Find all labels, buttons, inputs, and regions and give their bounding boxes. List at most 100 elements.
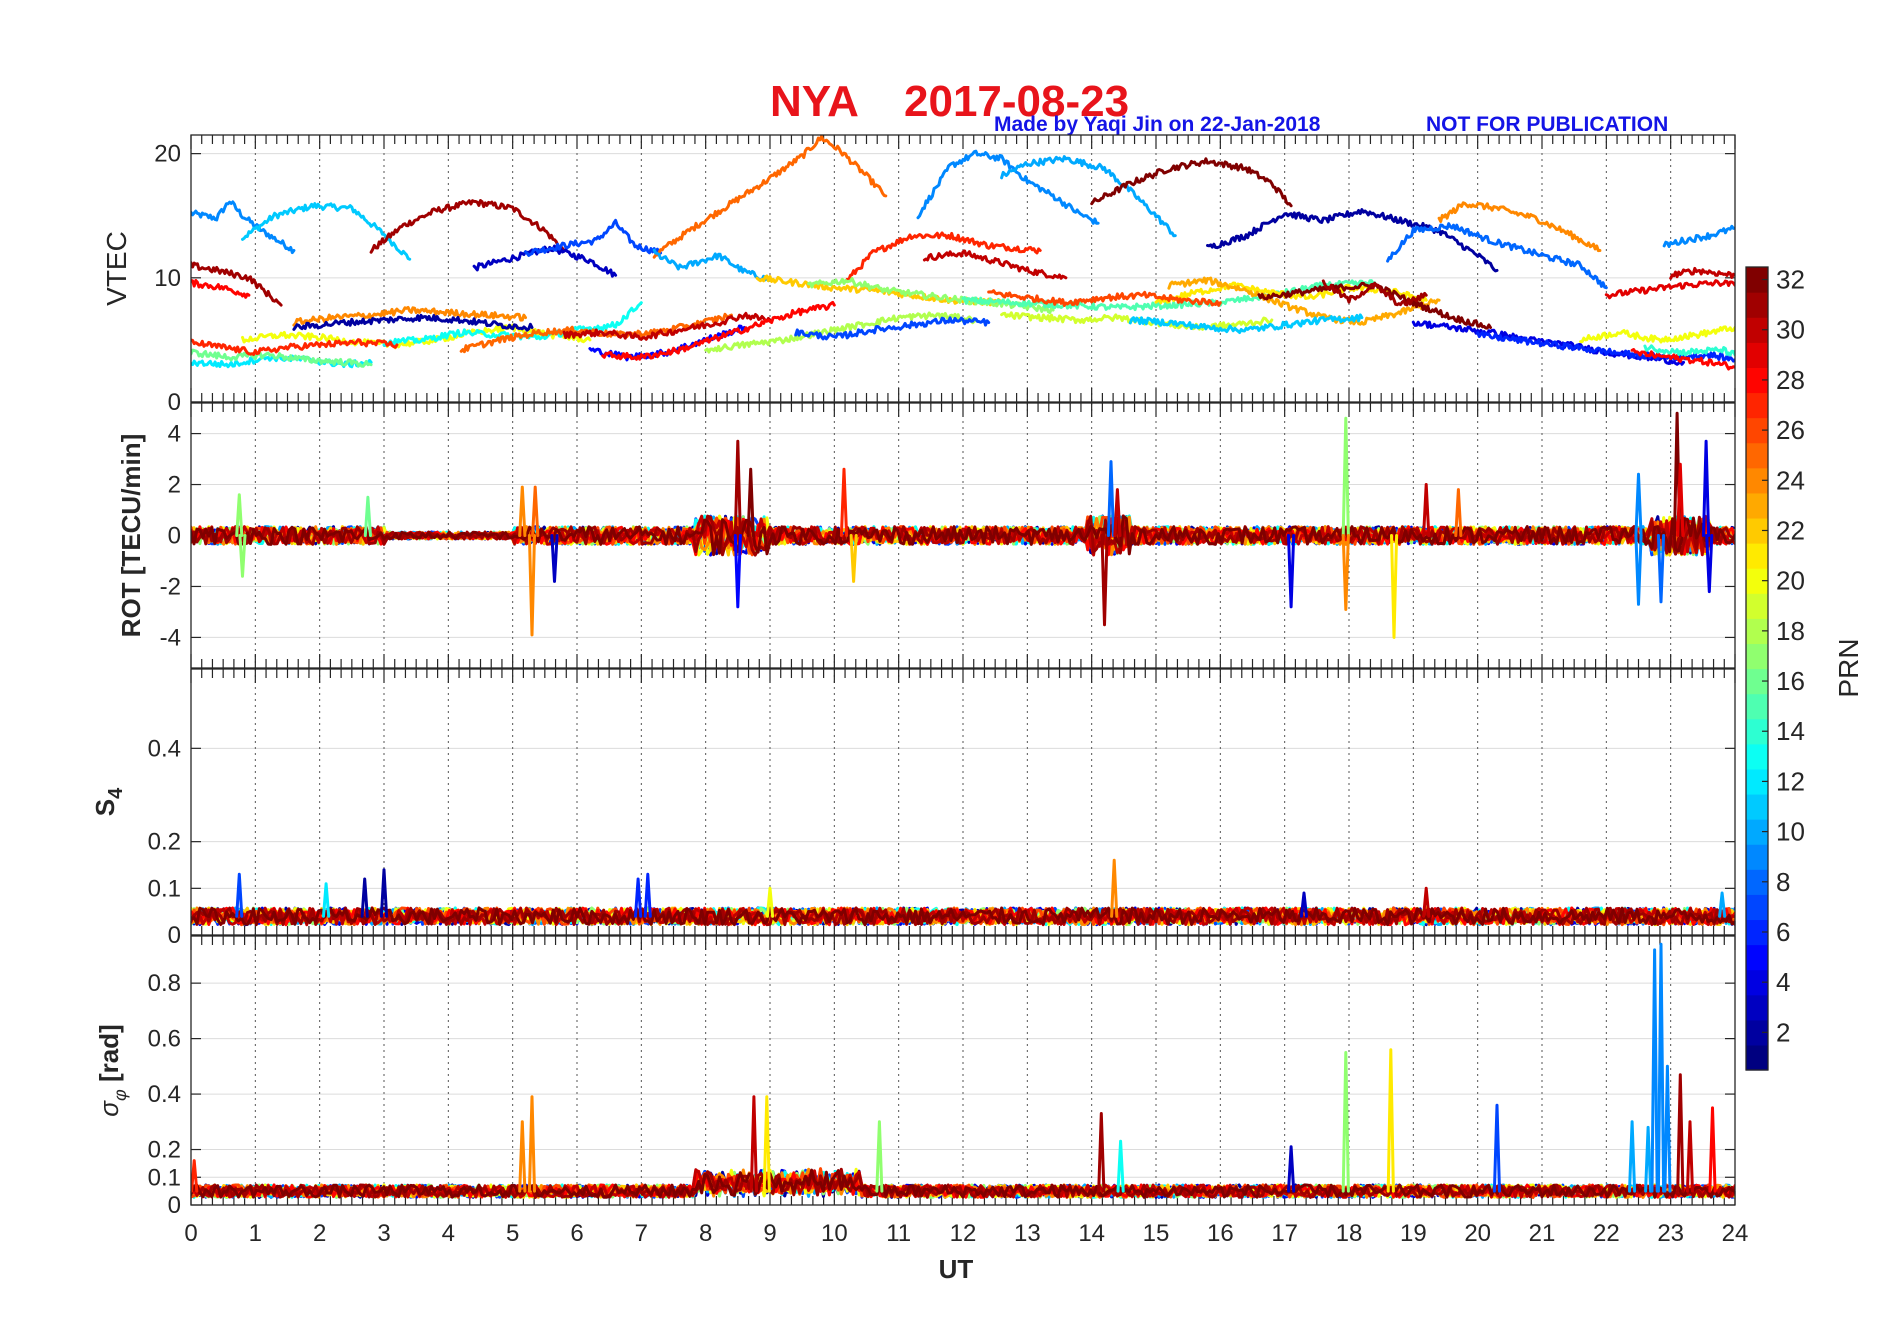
noise-trace-prn-31 — [191, 906, 1735, 927]
colorbar-tick-label: 24 — [1776, 465, 1805, 495]
vtec-trace-prn-14 — [1643, 344, 1735, 357]
spike-prn-31 — [1676, 1073, 1685, 1193]
x-tick-label: 4 — [442, 1220, 455, 1247]
x-tick-label: 19 — [1400, 1220, 1427, 1247]
x-tick-label: 20 — [1464, 1220, 1491, 1247]
y-tick-label: 0.2 — [148, 829, 181, 856]
spike-prn-30 — [749, 1095, 758, 1193]
vtec-trace-prn-9 — [191, 200, 296, 255]
spike-prn-7 — [1492, 1103, 1501, 1193]
vtec-trace-prn-27 — [845, 231, 1042, 282]
vtec-trace-prn-28 — [1630, 348, 1735, 371]
x-tick-label: 5 — [506, 1220, 519, 1247]
x-tick-label: 3 — [377, 1220, 390, 1247]
spike-prn-21 — [762, 1095, 771, 1193]
spike-prn-30 — [1422, 886, 1431, 918]
spike-prn-17 — [235, 493, 244, 537]
rot-axis-label: ROT [TECU/min] — [116, 434, 146, 638]
x-tick-label: 13 — [1014, 1220, 1041, 1247]
colorbar-tick-label: 8 — [1776, 867, 1790, 897]
spike-prn-30 — [1422, 483, 1431, 537]
colorbar-swatch — [1746, 743, 1768, 770]
spike-prn-24 — [1341, 534, 1350, 611]
x-tick-label: 15 — [1143, 1220, 1170, 1247]
spike-prn-24 — [518, 1120, 527, 1193]
vtec-trace-prn-16 — [191, 348, 373, 368]
y-tick-label: 10 — [154, 265, 181, 292]
panel-frame — [190, 402, 1736, 669]
spike-prn-22 — [849, 534, 858, 583]
x-tick-label: 7 — [635, 1220, 648, 1247]
x-tick-label: 17 — [1271, 1220, 1298, 1247]
vtec-trace-prn-28 — [601, 300, 836, 361]
colorbar-swatch — [1746, 618, 1768, 645]
vtec-trace-prn-30 — [1669, 266, 1735, 280]
x-tick-label: 16 — [1207, 1220, 1234, 1247]
vtec-trace-prn-9 — [1662, 224, 1735, 248]
spike-prn-24 — [527, 534, 536, 637]
colorbar-swatch — [1746, 919, 1768, 946]
colorbar-tick-label: 22 — [1776, 515, 1805, 545]
colorbar-swatch — [1746, 869, 1768, 895]
spike-prn-17 — [1341, 1051, 1350, 1193]
colorbar-tick-label: 14 — [1776, 716, 1805, 746]
colorbar-swatch — [1746, 492, 1768, 519]
colorbar-swatch — [1746, 267, 1768, 293]
spike-prn-8 — [1656, 534, 1666, 604]
sigma-phi-axis-label: σφ [rad] — [94, 1024, 130, 1116]
notice-text: NOT FOR PUBLICATION — [1426, 113, 1668, 136]
spike-prn-2 — [379, 868, 389, 918]
vtec-trace-prn-24 — [292, 305, 527, 327]
noise-trace-prn-32 — [191, 1168, 1735, 1199]
colorbar-label: PRN — [1833, 638, 1864, 697]
spike-prn-12 — [322, 882, 331, 918]
vtec-trace-prn-2 — [292, 313, 534, 332]
colorbar-swatch — [1746, 543, 1768, 569]
panel-frame — [190, 134, 1736, 403]
vtec-trace-prn-25 — [652, 135, 888, 259]
spike-prn-25 — [531, 485, 540, 537]
x-tick-label: 18 — [1336, 1220, 1363, 1247]
spike-prn-3 — [1299, 891, 1308, 918]
traces-rot — [191, 411, 1735, 639]
colorbar-swatch — [1746, 668, 1768, 695]
spike-prn-10 — [1718, 891, 1727, 918]
colorbar-swatch — [1746, 793, 1768, 820]
y-tick-label: 0.2 — [148, 1137, 181, 1164]
spike-prn-31 — [733, 439, 742, 537]
y-tick-label: 0 — [168, 922, 181, 949]
spike-prn-30 — [1685, 1120, 1694, 1193]
panel-frame — [190, 935, 1736, 1206]
colorbar-tick-label: 20 — [1776, 566, 1805, 596]
colorbar-swatch — [1746, 517, 1768, 544]
colorbar-tick-label: 2 — [1776, 1017, 1790, 1047]
y-tick-label: -2 — [160, 573, 181, 600]
traces-sigma_phi — [191, 942, 1735, 1199]
y-tick-label: 0.1 — [148, 875, 181, 902]
spike-prn-30 — [1113, 488, 1122, 537]
vtec-trace-prn-31 — [191, 261, 283, 307]
vtec-trace-prn-29 — [1604, 279, 1735, 300]
colorbar-swatch — [1746, 643, 1768, 670]
spike-prn-24 — [518, 485, 527, 537]
y-tick-label: 0.6 — [148, 1026, 181, 1053]
spike-prn-6 — [643, 872, 652, 918]
vtec-trace-prn-24 — [1437, 201, 1602, 253]
colorbar-swatch — [1746, 819, 1768, 845]
spike-prn-27 — [839, 467, 849, 537]
colorbar-swatch — [1746, 317, 1768, 343]
spike-prn-9 — [1663, 1064, 1672, 1193]
colorbar-tick-label: 18 — [1776, 616, 1805, 646]
x-tick-label: 14 — [1078, 1220, 1105, 1247]
panel-sigma_phi: 00.10.2 0.4 0.6 0.8 σφ [rad] — [94, 935, 1736, 1219]
spike-prn-7 — [235, 872, 244, 918]
colorbar-tick-label: 16 — [1776, 666, 1805, 696]
y-tick-label: 0.1 — [148, 1164, 181, 1191]
y-tick-label: -4 — [160, 624, 181, 651]
y-tick-label: 0.4 — [148, 735, 181, 762]
vtec-trace-prn-10 — [1000, 155, 1177, 238]
y-tick-label: 0 — [168, 1192, 181, 1219]
spike-prn-29 — [1676, 462, 1685, 537]
vtec-trace-prn-17 — [807, 276, 1055, 315]
spike-prn-4 — [1705, 534, 1714, 594]
